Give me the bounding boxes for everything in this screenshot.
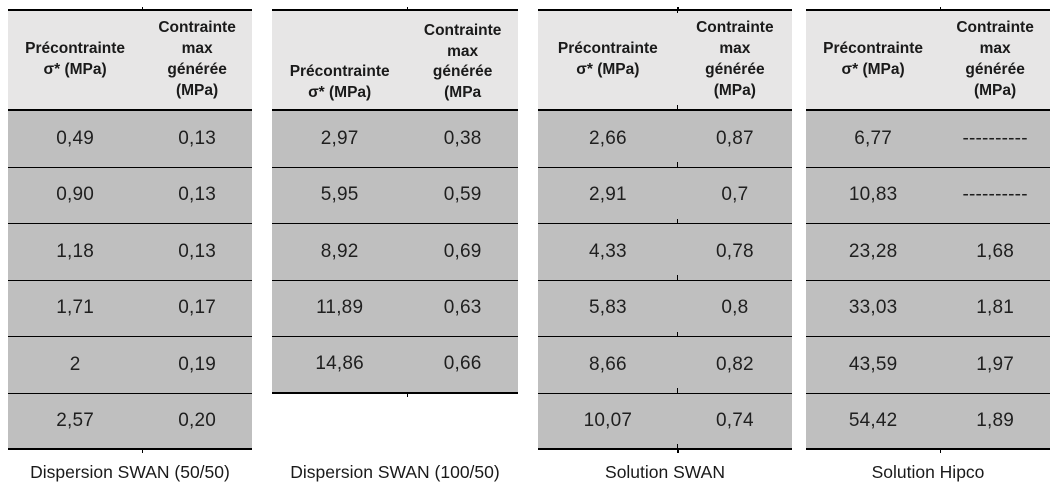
precontrainte-value: 8,92	[272, 224, 409, 283]
data-table: Précontrainte σ* (MPa) Contrainte max gé…	[538, 7, 792, 453]
contrainte-max-value: 0,69	[407, 224, 518, 281]
table-block-solution-hipco: Précontrainte σ* (MPa) Contrainte max gé…	[806, 7, 1050, 488]
contrainte-max-value: 0,74	[677, 393, 792, 450]
table-row: 2 0,19	[8, 337, 252, 396]
table-row: 11,89 0,63	[272, 280, 518, 339]
contrainte-max-value: 0,17	[142, 280, 252, 337]
precontrainte-value: 2,66	[538, 111, 679, 170]
precontrainte-value: 54,42	[806, 393, 942, 453]
table-row: 8,66 0,82	[538, 337, 792, 396]
header-row: Précontrainte σ* (MPa) Contrainte max gé…	[538, 7, 792, 113]
contrainte-max-value: 0,13	[142, 167, 252, 224]
contrainte-max-value: 0,66	[407, 337, 518, 394]
contrainte-max-value: 0,7	[677, 167, 792, 224]
precontrainte-value: 23,28	[806, 224, 942, 283]
precontrainte-value: 0,90	[8, 167, 144, 226]
table-caption: Dispersion SWAN (50/50)	[30, 462, 230, 482]
contrainte-max-value: 1,97	[940, 337, 1050, 394]
contrainte-max-value: 1,81	[940, 280, 1050, 337]
column-header-precontrainte: Précontrainte σ* (MPa)	[538, 7, 679, 113]
precontrainte-value: 10,83	[806, 167, 942, 226]
table-row: 8,92 0,69	[272, 224, 518, 283]
table-row: 0,49 0,13	[8, 111, 252, 170]
table-row: 4,33 0,78	[538, 224, 792, 283]
column-header-contrainte-max: Contrainte max générée (MPa)	[940, 9, 1050, 111]
precontrainte-value: 33,03	[806, 280, 942, 339]
table-block-dispersion-swan-100-50: Précontrainte σ* (MPa) Contrainte max gé…	[272, 7, 518, 488]
data-table: Précontrainte σ* (MPa) Contrainte max gé…	[272, 7, 518, 396]
table-row: 5,95 0,59	[272, 167, 518, 226]
table-row: 23,28 1,68	[806, 224, 1050, 283]
header-row: Précontrainte σ* (MPa) Contrainte max gé…	[806, 7, 1050, 113]
contrainte-max-value: 0,8	[677, 280, 792, 337]
column-header-contrainte-max: Contrainte max générée (MPa)	[142, 9, 252, 111]
precontrainte-value: 6,77	[806, 111, 942, 170]
precontrainte-value: 5,95	[272, 167, 409, 226]
table-caption: Solution SWAN	[605, 462, 725, 482]
table-block-dispersion-swan-50-50: Précontrainte σ* (MPa) Contrainte max gé…	[8, 7, 252, 488]
precontrainte-value: 11,89	[272, 280, 409, 339]
precontrainte-value: 0,49	[8, 111, 144, 170]
contrainte-max-value: ----------	[940, 167, 1050, 224]
table-row: 10,07 0,74	[538, 393, 792, 453]
precontrainte-value: 8,66	[538, 337, 679, 396]
table-block-solution-swan: Précontrainte σ* (MPa) Contrainte max gé…	[538, 7, 792, 488]
table-row: 2,66 0,87	[538, 111, 792, 170]
table-row: 6,77 ----------	[806, 111, 1050, 170]
precontrainte-value: 10,07	[538, 393, 679, 453]
contrainte-max-value: 0,19	[142, 337, 252, 394]
precontrainte-value: 2	[8, 337, 144, 396]
header-row: Précontrainte σ* (MPa) Contrainte max gé…	[272, 7, 518, 113]
precontrainte-value: 14,86	[272, 337, 409, 396]
table-row: 10,83 ----------	[806, 167, 1050, 226]
column-header-contrainte-max: Contrainte max générée (MPa)	[677, 9, 792, 111]
contrainte-max-value: 0,13	[142, 224, 252, 281]
table-row: 1,71 0,17	[8, 280, 252, 339]
column-header-contrainte-max: Contrainte max générée (MPa	[407, 9, 518, 111]
precontrainte-value: 1,18	[8, 224, 144, 283]
precontrainte-value: 4,33	[538, 224, 679, 283]
contrainte-max-value: ----------	[940, 111, 1050, 168]
contrainte-max-value: 0,82	[677, 337, 792, 394]
contrainte-max-value: 0,63	[407, 280, 518, 337]
table-row: 33,03 1,81	[806, 280, 1050, 339]
table-row: 14,86 0,66	[272, 337, 518, 396]
table-caption: Solution Hipco	[871, 462, 985, 482]
precontrainte-value: 1,71	[8, 280, 144, 339]
table-caption: Dispersion SWAN (100/50)	[290, 462, 500, 482]
contrainte-max-value: 0,38	[407, 111, 518, 168]
data-table: Précontrainte σ* (MPa) Contrainte max gé…	[806, 7, 1050, 453]
contrainte-max-value: 0,78	[677, 224, 792, 281]
contrainte-max-value: 0,20	[142, 393, 252, 450]
table-row: 5,83 0,8	[538, 280, 792, 339]
table-row: 54,42 1,89	[806, 393, 1050, 453]
precontrainte-value: 2,97	[272, 111, 409, 170]
contrainte-max-value: 0,13	[142, 111, 252, 168]
table-row: 43,59 1,97	[806, 337, 1050, 396]
data-table: Précontrainte σ* (MPa) Contrainte max gé…	[8, 7, 252, 453]
table-row: 0,90 0,13	[8, 167, 252, 226]
precontrainte-value: 2,57	[8, 393, 144, 453]
table-row: 1,18 0,13	[8, 224, 252, 283]
precontrainte-value: 5,83	[538, 280, 679, 339]
contrainte-max-value: 1,89	[940, 393, 1050, 450]
table-row: 2,97 0,38	[272, 111, 518, 170]
contrainte-max-value: 0,59	[407, 167, 518, 224]
column-header-precontrainte: Précontrainte σ* (MPa)	[8, 7, 144, 113]
column-header-precontrainte: Précontrainte σ* (MPa)	[806, 7, 942, 113]
contrainte-max-value: 1,68	[940, 224, 1050, 281]
table-row: 2,91 0,7	[538, 167, 792, 226]
column-header-precontrainte: Précontrainte σ* (MPa)	[272, 7, 409, 113]
precontrainte-value: 2,91	[538, 167, 679, 226]
precontrainte-value: 43,59	[806, 337, 942, 396]
table-row: 2,57 0,20	[8, 393, 252, 453]
header-row: Précontrainte σ* (MPa) Contrainte max gé…	[8, 7, 252, 113]
contrainte-max-value: 0,87	[677, 111, 792, 168]
